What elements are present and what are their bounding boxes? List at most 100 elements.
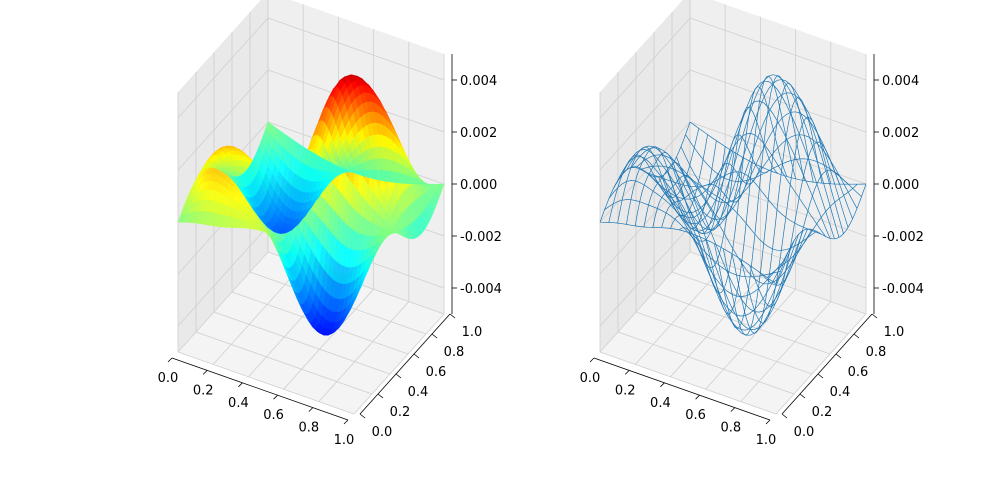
surface-mesh bbox=[177, 74, 445, 336]
grid-line bbox=[353, 313, 445, 415]
x-tick-mark bbox=[589, 357, 595, 363]
surface-patch bbox=[265, 121, 273, 134]
grid-line bbox=[599, 351, 777, 415]
z-tick-label: 0.002 bbox=[460, 126, 497, 141]
x-tick-mark bbox=[730, 407, 736, 412]
grid-line bbox=[318, 301, 410, 402]
wire-line bbox=[689, 121, 867, 185]
wire-line bbox=[622, 149, 799, 336]
y-tick-mark bbox=[377, 393, 384, 399]
y-tick-mark bbox=[817, 373, 824, 379]
wire-line bbox=[644, 171, 822, 235]
y-tick-label: 0.8 bbox=[866, 345, 887, 360]
y-tick-label: 0.4 bbox=[408, 385, 429, 400]
x-axis-line bbox=[171, 357, 349, 421]
grid-line bbox=[599, 251, 691, 353]
y-tick-label: 1.0 bbox=[884, 325, 905, 340]
y-tick-label: 0.6 bbox=[426, 365, 447, 380]
grid-line bbox=[177, 251, 269, 353]
y-tick-mark bbox=[799, 393, 806, 399]
grid-line bbox=[705, 288, 796, 390]
x-tick-mark bbox=[167, 357, 173, 363]
x-tick-mark bbox=[660, 382, 665, 388]
z-tick-label: 0.002 bbox=[882, 126, 919, 141]
y-axis-line bbox=[359, 313, 451, 415]
wire-line bbox=[631, 147, 808, 313]
z-tick-label: -0.004 bbox=[460, 282, 502, 297]
wireframe-mesh bbox=[599, 74, 867, 336]
z-tick-label: -0.002 bbox=[460, 230, 502, 245]
y-tick-mark bbox=[431, 333, 438, 339]
x-tick-label: 0.0 bbox=[158, 371, 179, 386]
y-tick-label: 1.0 bbox=[462, 325, 483, 340]
grid-line bbox=[283, 288, 374, 390]
wire-line bbox=[676, 111, 853, 220]
grid-line bbox=[689, 225, 867, 289]
z-tick-label: 0.004 bbox=[882, 74, 919, 89]
surface-axes: Surface 0.00.20.40.60.81.00.00.20.40.60.… bbox=[158, 0, 502, 448]
grid-line bbox=[689, 17, 867, 81]
x-tick-label: 0.2 bbox=[193, 383, 214, 398]
grid-line bbox=[635, 311, 813, 375]
y-tick-mark bbox=[871, 313, 878, 319]
grid-line bbox=[599, 173, 691, 275]
grid-line bbox=[213, 311, 391, 375]
pane-floor bbox=[178, 252, 444, 414]
wire-line bbox=[649, 133, 826, 237]
x-tick-label: 1.0 bbox=[334, 433, 355, 448]
grid-line bbox=[599, 225, 691, 327]
grid-line bbox=[617, 331, 795, 395]
x-axis-line bbox=[593, 357, 771, 421]
wire-line bbox=[640, 165, 817, 251]
grid-line bbox=[195, 331, 373, 395]
wire-line bbox=[613, 166, 790, 317]
wire-line bbox=[680, 134, 858, 209]
y-tick-label: 0.6 bbox=[848, 365, 869, 380]
x-tick-label: 0.4 bbox=[228, 396, 249, 411]
wireframe-axes: WireFrame 0.00.20.40.60.81.00.00.20.40.6… bbox=[580, 0, 924, 448]
pane-left bbox=[600, 0, 690, 352]
x-tick-label: 0.6 bbox=[685, 408, 706, 423]
y-tick-label: 0.8 bbox=[444, 345, 465, 360]
x-tick-mark bbox=[273, 394, 278, 400]
grid-line bbox=[177, 69, 269, 171]
wire-line bbox=[667, 79, 844, 234]
grid-line bbox=[599, 17, 691, 119]
y-tick-mark bbox=[853, 333, 860, 339]
y-tick-label: 0.0 bbox=[372, 425, 393, 440]
y-tick-mark bbox=[781, 413, 788, 419]
y-tick-mark bbox=[835, 353, 842, 359]
y-tick-label: 0.0 bbox=[794, 425, 815, 440]
wire-line bbox=[626, 145, 804, 330]
z-tick-label: -0.002 bbox=[882, 230, 924, 245]
wire-line bbox=[685, 134, 862, 197]
y-tick-mark bbox=[395, 373, 402, 379]
x-tick-mark bbox=[765, 419, 771, 425]
grid-line bbox=[689, 251, 867, 315]
grid-line bbox=[653, 291, 831, 355]
grid-line bbox=[670, 276, 761, 378]
grid-line bbox=[212, 264, 304, 365]
x-tick-label: 0.6 bbox=[263, 408, 284, 423]
y-axis-line bbox=[781, 313, 873, 415]
grid-line bbox=[177, 17, 269, 119]
z-tick-label: 0.004 bbox=[460, 74, 497, 89]
z-tick-label: -0.004 bbox=[882, 282, 924, 297]
z-tick-label: 0.000 bbox=[460, 178, 497, 193]
y-tick-mark bbox=[449, 313, 456, 319]
z-tick-label: 0.000 bbox=[882, 178, 919, 193]
x-tick-label: 0.8 bbox=[720, 421, 741, 436]
x-tick-mark bbox=[343, 419, 349, 425]
y-tick-label: 0.4 bbox=[830, 385, 851, 400]
grid-line bbox=[177, 225, 269, 327]
wire-line bbox=[617, 156, 795, 331]
x-tick-mark bbox=[308, 407, 314, 412]
x-tick-label: 0.0 bbox=[580, 371, 601, 386]
x-tick-mark bbox=[624, 370, 630, 375]
x-tick-mark bbox=[238, 382, 243, 388]
y-tick-mark bbox=[413, 353, 420, 359]
wire-line bbox=[658, 80, 835, 239]
grid-line bbox=[634, 264, 726, 365]
x-tick-label: 0.8 bbox=[298, 421, 319, 436]
